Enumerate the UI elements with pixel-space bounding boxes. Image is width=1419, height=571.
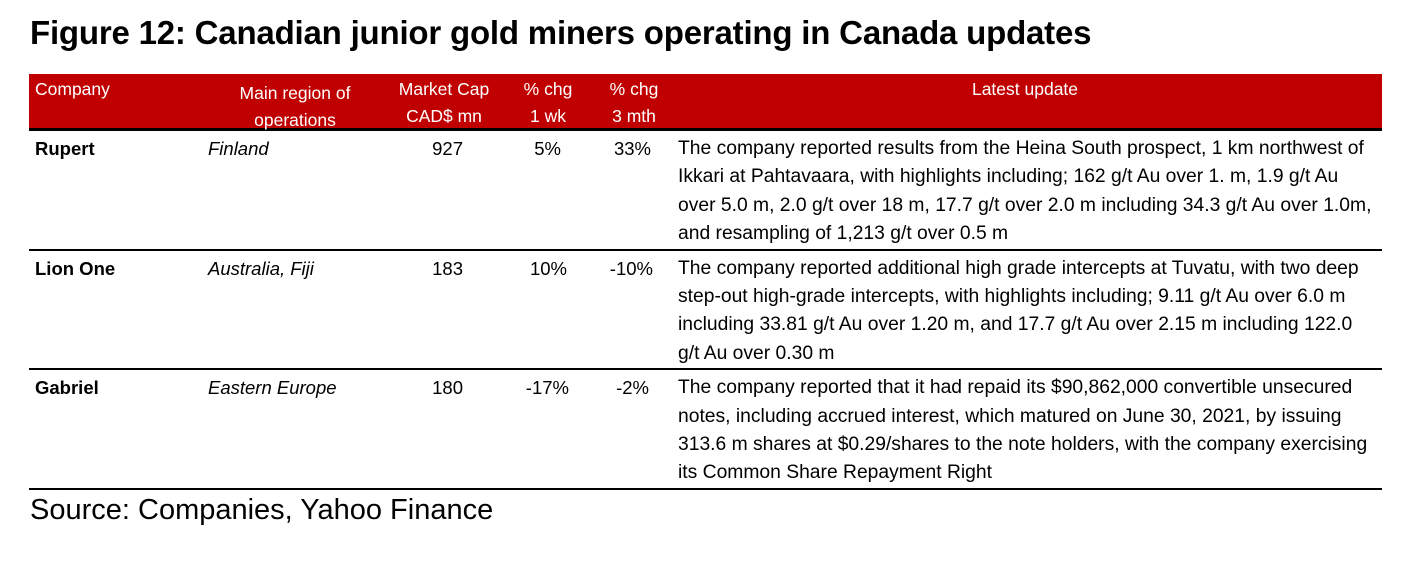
update-cell: The company reported that it had repaid …: [678, 377, 1368, 484]
company-cell: Lion One: [35, 257, 116, 279]
table-row: Lion One Australia, Fiji 183 10% -10% Th…: [29, 251, 1382, 371]
header-mcap-line2: CAD$ mn: [406, 106, 482, 126]
header-mth-line2: 3 mth: [612, 106, 656, 126]
header-company: Company: [35, 79, 110, 99]
header-wk-line1: % chg: [523, 79, 573, 99]
chg-3mth-cell: 33%: [613, 138, 651, 159]
header-market-cap: Market Cap CAD$ mn: [389, 76, 499, 130]
update-cell: The company reported additional high gra…: [678, 257, 1359, 364]
header-chg-1wk: % chg 1 wk: [513, 76, 583, 130]
table-row: Gabriel Eastern Europe 180 -17% -2% The …: [29, 370, 1382, 490]
region-cell: Finland: [208, 138, 269, 159]
market-cap-cell: 183: [432, 257, 463, 279]
header-region-line1: Main region of: [239, 83, 351, 103]
company-cell: Rupert: [35, 138, 95, 159]
figure-title: Figure 12: Canadian junior gold miners o…: [30, 14, 1092, 51]
header-region-line2: operations: [254, 110, 336, 130]
region-cell: Eastern Europe: [208, 377, 337, 399]
table-header: Company Main region of operations Market…: [29, 74, 1382, 131]
header-latest-update: Latest update: [971, 79, 1079, 99]
update-cell: The company reported results from the He…: [678, 138, 1372, 245]
market-cap-cell: 927: [432, 138, 463, 159]
chg-3mth-cell: -10%: [609, 257, 653, 279]
miners-table: Company Main region of operations Market…: [29, 74, 1382, 490]
header-mth-line1: % chg: [609, 79, 659, 99]
table-row: Rupert Finland 927 5% 33% The company re…: [29, 131, 1382, 251]
chg-1wk-cell: 5%: [534, 138, 561, 159]
company-cell: Gabriel: [35, 377, 99, 399]
header-region: Main region of operations: [209, 80, 381, 134]
header-mcap-line1: Market Cap: [398, 79, 490, 99]
header-chg-3mth: % chg 3 mth: [599, 76, 669, 130]
chg-1wk-cell: 10%: [529, 257, 567, 279]
region-cell: Australia, Fiji: [208, 257, 314, 279]
header-wk-line2: 1 wk: [530, 106, 566, 126]
chg-1wk-cell: -17%: [525, 377, 569, 399]
source-note: Source: Companies, Yahoo Finance: [30, 494, 494, 526]
market-cap-cell: 180: [432, 377, 463, 399]
chg-3mth-cell: -2%: [616, 377, 649, 399]
